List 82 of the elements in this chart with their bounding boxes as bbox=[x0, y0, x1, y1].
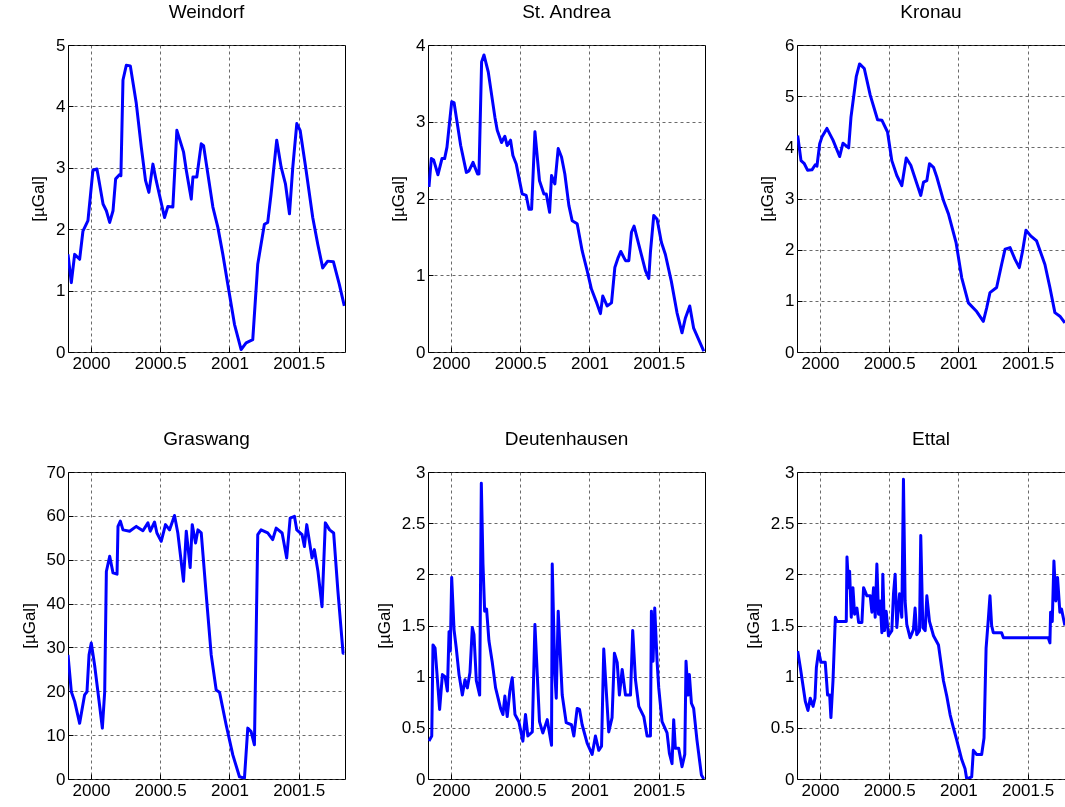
x-tick-label: 2000.5 bbox=[134, 353, 187, 373]
y-tick-label: 0 bbox=[56, 342, 66, 362]
x-tick-label: 2001.5 bbox=[633, 353, 686, 373]
y-tick-label: 2 bbox=[785, 240, 795, 260]
y-tick-label: 0.5 bbox=[401, 718, 426, 738]
y-tick-label: 3 bbox=[785, 462, 795, 482]
x-tick-label: 2001 bbox=[939, 353, 978, 373]
y-tick-label: 4 bbox=[785, 137, 795, 157]
y-tick-label: 4 bbox=[416, 35, 426, 55]
y-tick-label: 70 bbox=[46, 462, 66, 482]
y-tick-label: 30 bbox=[46, 637, 66, 657]
x-tick-label: 2001 bbox=[211, 780, 249, 800]
x-tick-label: 2001.5 bbox=[1002, 353, 1055, 373]
chart-title: Kronau bbox=[900, 1, 962, 22]
line-series bbox=[428, 53, 705, 352]
y-tick-label: 0 bbox=[416, 769, 426, 789]
x-tick-label: 2000 bbox=[801, 780, 840, 800]
y-axis-title: [µGal] bbox=[743, 603, 763, 649]
line-series bbox=[68, 513, 345, 779]
y-tick-label: 1 bbox=[416, 265, 426, 285]
y-tick-label: 1 bbox=[785, 667, 795, 687]
y-tick-label: 2.5 bbox=[401, 513, 426, 533]
x-tick-label: 2001 bbox=[939, 780, 978, 800]
x-tick-label: 2000.5 bbox=[863, 780, 916, 800]
x-tick-label: 2001.5 bbox=[273, 353, 326, 373]
line-series bbox=[797, 62, 1065, 325]
y-tick-label: 60 bbox=[46, 506, 66, 526]
chart-title: Deutenhausen bbox=[504, 428, 629, 449]
y-tick-label: 1.5 bbox=[770, 616, 795, 635]
y-tick-label: 3 bbox=[416, 112, 426, 132]
y-tick-label: 5 bbox=[56, 35, 66, 55]
y-tick-label: 1 bbox=[416, 667, 426, 687]
x-tick-label: 2001.5 bbox=[273, 780, 326, 800]
y-tick-label: 3 bbox=[785, 189, 795, 208]
x-tick-label: 2000 bbox=[72, 353, 111, 373]
line-series bbox=[68, 63, 345, 352]
x-tick-label: 2000 bbox=[72, 780, 111, 800]
y-tick-label: 0 bbox=[416, 342, 426, 362]
chart-title: Weindorf bbox=[168, 1, 246, 22]
x-tick-label: 2001.5 bbox=[1002, 780, 1055, 800]
line-series bbox=[797, 477, 1065, 779]
y-tick-label: 1 bbox=[785, 291, 795, 311]
chart-title: Graswang bbox=[163, 428, 250, 449]
y-tick-label: 5 bbox=[785, 86, 795, 106]
y-axis-title: [µGal] bbox=[758, 176, 778, 222]
y-tick-label: 3 bbox=[56, 158, 66, 178]
y-tick-label: 6 bbox=[785, 35, 795, 55]
x-tick-label: 2001 bbox=[571, 353, 609, 373]
x-tick-label: 2000 bbox=[432, 353, 471, 373]
y-tick-label: 0 bbox=[56, 769, 66, 789]
x-tick-label: 2000 bbox=[432, 780, 471, 800]
chart-title: Ettal bbox=[911, 428, 951, 449]
y-tick-label: 40 bbox=[46, 594, 66, 614]
y-axis-title: [µGal] bbox=[374, 603, 394, 649]
x-tick-label: 2001.5 bbox=[633, 780, 686, 800]
y-tick-label: 3 bbox=[416, 462, 426, 482]
y-tick-label: 2.5 bbox=[770, 513, 795, 533]
y-tick-label: 2 bbox=[56, 219, 66, 239]
y-tick-label: 20 bbox=[46, 681, 66, 701]
x-tick-label: 2000.5 bbox=[494, 353, 547, 373]
y-tick-label: 50 bbox=[46, 550, 66, 570]
chart-title: St. Andrea bbox=[522, 1, 612, 22]
y-tick-label: 2 bbox=[785, 564, 795, 584]
y-tick-label: 2 bbox=[416, 564, 426, 584]
y-tick-label: 0.5 bbox=[770, 718, 795, 738]
y-tick-label: 1 bbox=[56, 281, 66, 301]
y-tick-label: 2 bbox=[416, 189, 426, 208]
x-tick-label: 2000.5 bbox=[863, 353, 916, 373]
x-tick-label: 2001 bbox=[571, 780, 609, 800]
x-tick-label: 2001 bbox=[211, 353, 249, 373]
x-tick-label: 2000 bbox=[801, 353, 840, 373]
y-axis-title: [µGal] bbox=[29, 176, 49, 222]
y-tick-label: 4 bbox=[56, 96, 66, 116]
y-tick-label: 0 bbox=[785, 342, 795, 362]
y-axis-title: [µGal] bbox=[389, 176, 409, 222]
y-tick-label: 0 bbox=[785, 769, 795, 789]
y-tick-label: 1.5 bbox=[401, 616, 426, 635]
line-series bbox=[428, 481, 705, 779]
x-tick-label: 2000.5 bbox=[134, 780, 187, 800]
x-tick-label: 2000.5 bbox=[494, 780, 547, 800]
y-tick-label: 10 bbox=[46, 725, 66, 745]
y-axis-title: [µGal] bbox=[19, 603, 39, 649]
